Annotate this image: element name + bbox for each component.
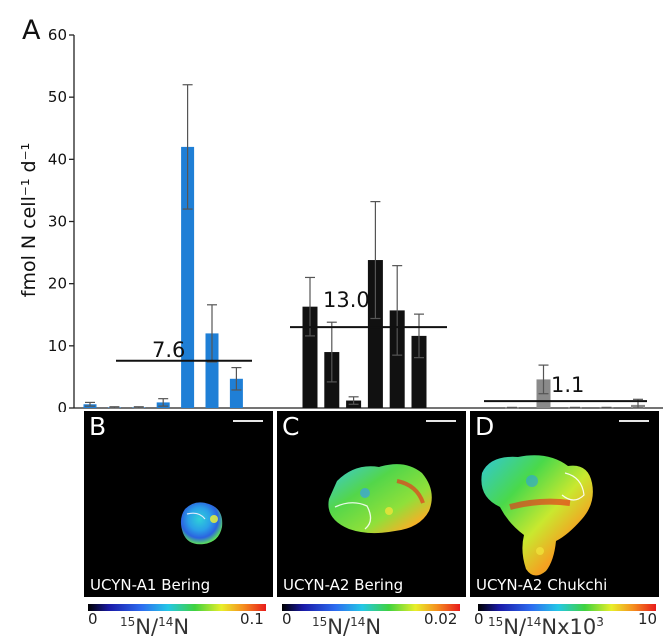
bar: [302, 306, 318, 408]
colorbar: [88, 604, 266, 611]
colorbar-label: 15N/14N: [312, 615, 382, 639]
y-tick-label: 60: [48, 26, 67, 44]
scale-bar: [426, 420, 456, 422]
y-tick-label: 20: [48, 275, 67, 293]
y-axis-label: fmol N cell⁻¹ d⁻¹: [18, 143, 40, 297]
bar: [229, 378, 243, 408]
colorbar-label: 15N/14N: [120, 615, 190, 639]
colorbar-label: 15N/14Nx103: [488, 615, 604, 639]
plot-area: 0 10 20 30 40 50 60 7.6 13.0 1.1: [48, 26, 663, 412]
panel-label-c: C: [282, 412, 300, 441]
bar: [181, 146, 195, 408]
bar: [367, 260, 383, 408]
colorbar: [282, 604, 460, 611]
mean-label: 1.1: [551, 373, 584, 397]
colorbar-max: 0.1: [240, 610, 264, 628]
panel-label-d: D: [475, 412, 495, 441]
bar: [411, 335, 427, 408]
colorbar-min: 0: [88, 610, 98, 628]
colorbar-max: 10: [638, 610, 658, 628]
cell-image: [180, 502, 223, 545]
bar: [205, 333, 219, 408]
y-tick-label: 50: [48, 88, 67, 106]
bar: [389, 310, 405, 408]
colorbar-min: 0: [282, 610, 292, 628]
mean-label: 13.0: [323, 288, 370, 312]
nanosims-image-d: D UCYN-A2 Chukchi: [470, 411, 659, 597]
scale-bar: [233, 420, 263, 422]
nanosims-image-b: B UCYN-A1 Bering: [84, 411, 273, 597]
y-tick-label: 30: [48, 213, 67, 231]
mean-label: 7.6: [152, 338, 185, 362]
colorbar: [478, 604, 656, 611]
colorbar-min: 0: [474, 610, 484, 628]
y-tick-label: 10: [48, 337, 67, 355]
image-caption: UCYN-A2 Chukchi: [476, 575, 608, 594]
bar-chart: fmol N cell⁻¹ d⁻¹ 0 10 20 30 40 50 60 7.6 13.0 1.…: [18, 26, 663, 412]
image-caption: UCYN-A1 Bering: [90, 575, 211, 594]
image-caption: UCYN-A2 Bering: [283, 575, 404, 594]
y-tick-label: 40: [48, 150, 67, 168]
y-tick-label: 0: [57, 399, 67, 412]
panel-label-a: A: [22, 15, 41, 46]
panel-label-b: B: [89, 412, 107, 441]
nanosims-image-c: C UCYN-A2 Bering: [277, 411, 466, 597]
scale-bar: [619, 420, 649, 422]
cell-image: [481, 455, 593, 576]
cell-image: [328, 464, 432, 534]
colorbar-max: 0.02: [424, 610, 458, 628]
